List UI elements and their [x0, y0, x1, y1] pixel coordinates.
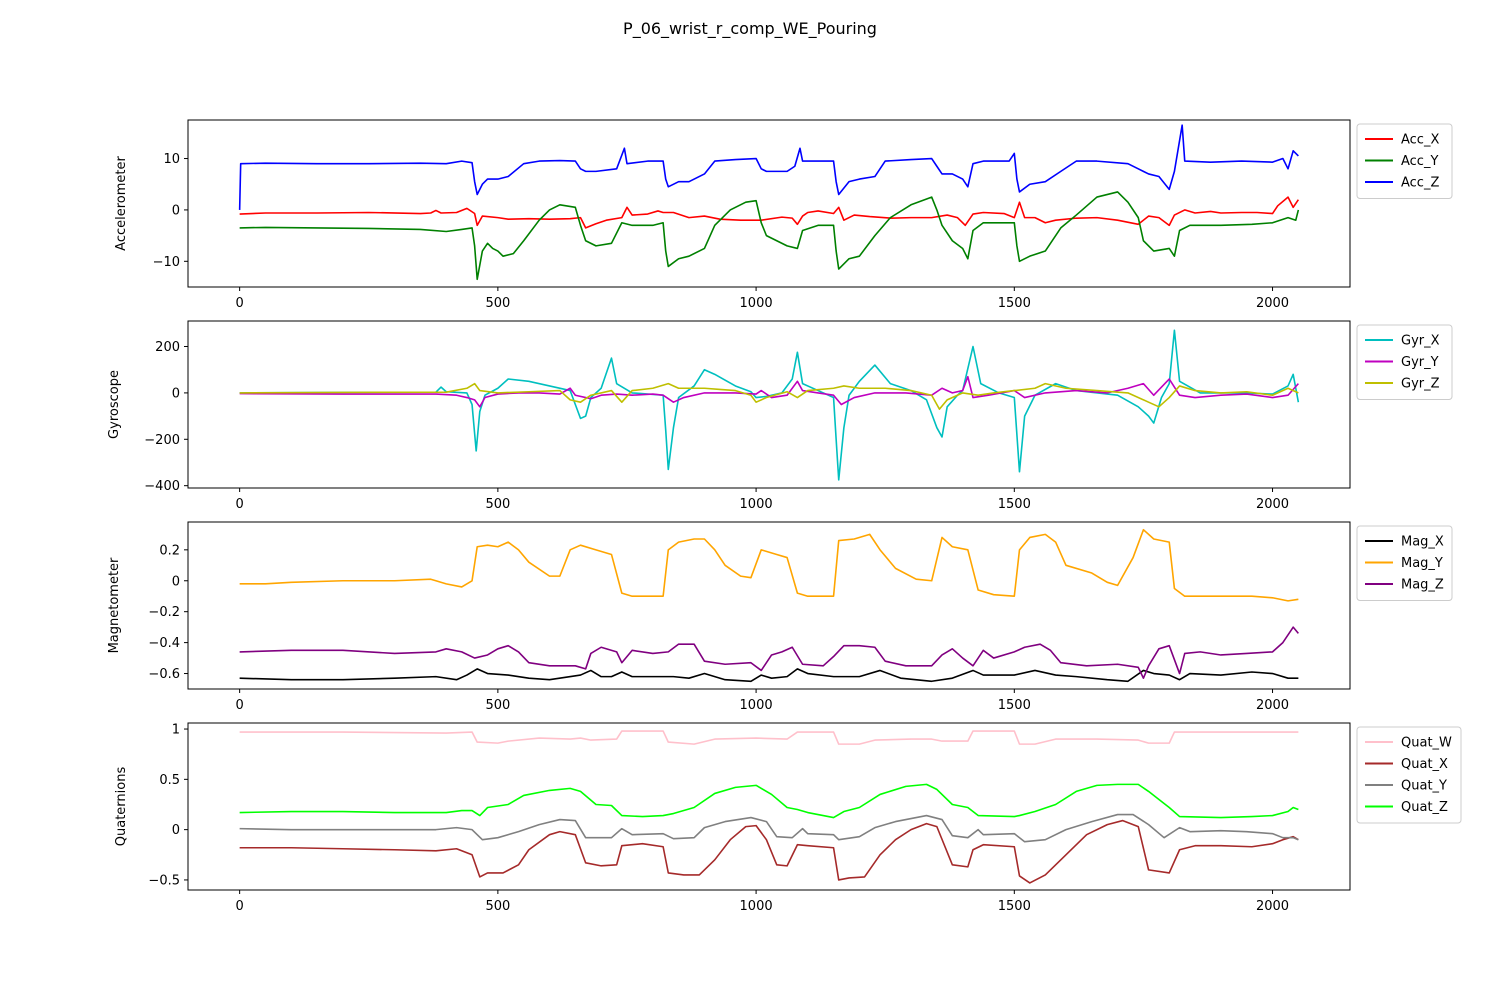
y-tick-label: 0	[172, 203, 180, 218]
figure-title: P_06_wrist_r_comp_WE_Pouring	[623, 19, 877, 39]
legend-box	[1356, 525, 1453, 601]
y-axis-label: Gyroscope	[107, 370, 122, 439]
y-tick-label: −400	[144, 479, 180, 494]
x-tick-label: 1000	[740, 698, 773, 713]
x-tick-label: 2000	[1256, 497, 1289, 512]
x-tick-label: 1500	[998, 296, 1031, 311]
x-tick-label: 1500	[998, 497, 1031, 512]
x-tick-label: 500	[485, 698, 510, 713]
x-tick-label: 1500	[998, 899, 1031, 914]
subplot-3: 0 500 1000 1500 2000 −0.6 −0.4 −0.2 0 0.2 Magnetom…	[107, 521, 1453, 713]
series-line-mag-z	[239, 626, 1299, 679]
x-tick-label: 0	[236, 497, 244, 512]
x-tick-label: 1000	[740, 899, 773, 914]
y-tick-label: −0.6	[148, 667, 180, 682]
y-axis-label: Quaternions	[114, 767, 129, 847]
legend-label: Mag_Y	[1401, 556, 1443, 571]
legend-label: Gyr_Y	[1401, 355, 1439, 370]
x-tick-label: 500	[485, 899, 510, 914]
y-tick-label: −0.5	[148, 873, 180, 888]
subplot-2: 0 500 1000 1500 2000 −400 −200 0 200 Gyroscope Gyr…	[107, 320, 1453, 512]
x-tick-label: 2000	[1256, 698, 1289, 713]
subplot-4: 0 500 1000 1500 2000 −0.5 0 0.5 1 Quaternions Quat…	[114, 722, 1462, 914]
axes-frame	[187, 119, 1351, 288]
subplot-1: 0 500 1000 1500 2000 −10 0 10 Accelerometer Acc_X…	[114, 119, 1453, 311]
legend: Gyr_X Gyr_Y Gyr_Z	[1356, 324, 1453, 400]
series-line-gyr-y	[239, 375, 1299, 408]
legend-label: Acc_X	[1401, 133, 1439, 148]
subplots: 0 500 1000 1500 2000−10010AccelerometerAcc_X…	[107, 119, 1462, 914]
legend-label: Quat_W	[1401, 736, 1452, 751]
y-tick-label: 1	[172, 723, 180, 738]
x-tick-label: 500	[485, 497, 510, 512]
legend: Quat_W Quat_X Quat_Y Quat_Z	[1356, 726, 1462, 824]
y-axis-label: Accelerometer	[114, 156, 129, 251]
legend-label: Quat_Y	[1401, 779, 1447, 794]
legend-box	[1356, 324, 1453, 400]
x-tick-label: 500	[485, 296, 510, 311]
x-tick-label: 1000	[740, 497, 773, 512]
legend-label: Acc_Z	[1401, 176, 1439, 191]
x-tick-label: 0	[236, 698, 244, 713]
series-line-acc-y	[239, 191, 1300, 281]
series-line-mag-y	[239, 528, 1299, 602]
x-tick-label: 2000	[1256, 296, 1289, 311]
series-line-quat-z	[239, 783, 1299, 819]
legend-label: Gyr_X	[1401, 334, 1440, 349]
y-tick-label: 200	[155, 340, 180, 355]
legend-label: Gyr_Z	[1401, 377, 1440, 392]
y-tick-label: −0.2	[148, 605, 180, 620]
y-tick-label: 0.5	[159, 773, 180, 788]
y-tick-label: 0.2	[159, 543, 180, 558]
series-line-gyr-z	[239, 382, 1299, 410]
legend-label: Acc_Y	[1401, 154, 1438, 169]
legend: Mag_X Mag_Y Mag_Z	[1356, 525, 1453, 601]
y-tick-label: 0	[172, 574, 180, 589]
x-tick-label: 2000	[1256, 899, 1289, 914]
x-tick-label: 1000	[740, 296, 773, 311]
y-tick-label: −200	[144, 433, 180, 448]
axes-frame	[187, 722, 1351, 891]
series-line-quat-x	[239, 819, 1299, 884]
series-line-quat-w	[239, 730, 1299, 745]
legend-box	[1356, 726, 1462, 824]
legend-label: Quat_Z	[1401, 800, 1448, 815]
axes-frame	[187, 320, 1351, 489]
y-tick-label: 0	[172, 386, 180, 401]
axes-frame	[187, 521, 1351, 690]
x-tick-label: 0	[236, 899, 244, 914]
x-tick-label: 0	[236, 296, 244, 311]
y-tick-label: 0	[172, 823, 180, 838]
legend-label: Mag_X	[1401, 535, 1444, 550]
series-line-quat-y	[239, 813, 1299, 843]
series-line-acc-z	[238, 124, 1299, 210]
legend: Acc_X Acc_Y Acc_Z	[1356, 123, 1453, 199]
x-tick-label: 1500	[998, 698, 1031, 713]
legend-label: Quat_X	[1401, 757, 1448, 772]
legend-box	[1356, 123, 1453, 199]
series-line-gyr-x	[239, 329, 1300, 481]
y-tick-label: 10	[163, 152, 180, 167]
series-line-acc-x	[239, 196, 1300, 229]
legend-label: Mag_Z	[1401, 578, 1444, 593]
y-tick-label: −0.4	[148, 636, 180, 651]
y-tick-label: −10	[153, 255, 180, 270]
y-axis-label: Magnetometer	[107, 557, 122, 653]
